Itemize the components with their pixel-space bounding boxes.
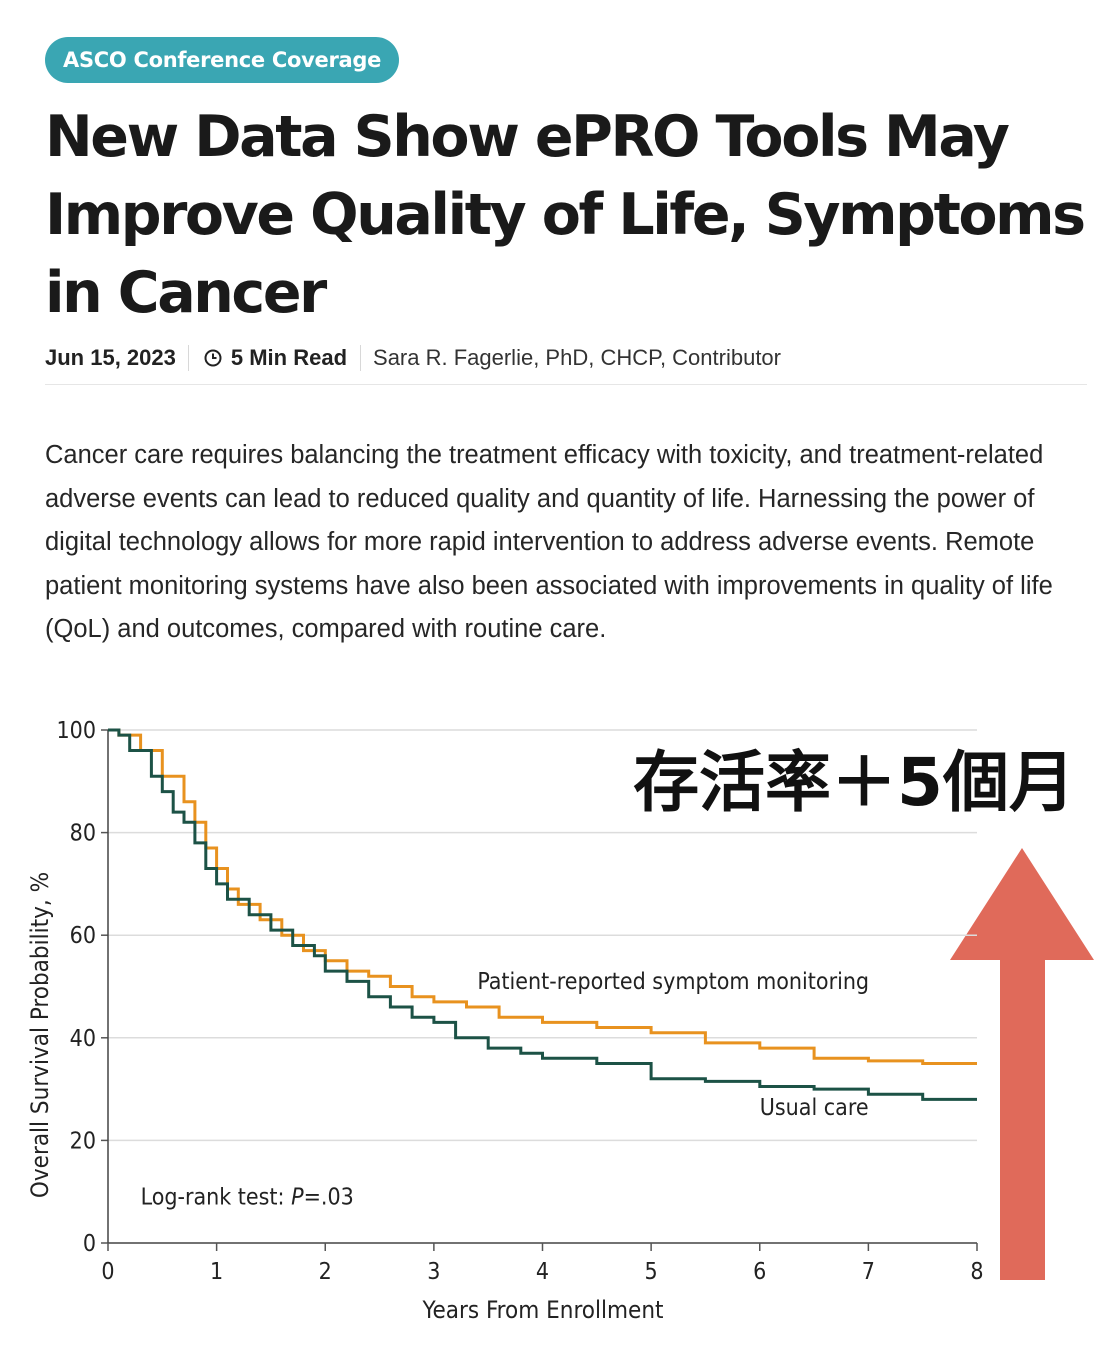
log-rank-annotation: Log-rank test: P=.03 <box>141 1185 354 1211</box>
chart-overlay-text: 存活率＋5個月 <box>633 744 1075 821</box>
x-axis-title: Years From Enrollment <box>422 1296 664 1324</box>
x-tick-label-3: 3 <box>427 1259 440 1285</box>
series-label-symptom-monitoring: Patient-reported symptom monitoring <box>477 969 869 995</box>
x-tick-label-4: 4 <box>536 1259 549 1285</box>
read-time: 5 Min Read <box>189 345 362 371</box>
y-tick-label-100: 100 <box>57 718 97 744</box>
read-time-label: 5 Min Read <box>230 345 348 370</box>
y-axis-title: Overall Survival Probability, % <box>26 872 54 1198</box>
article-meta: Jun 15, 2023 5 Min Read Sara R. Fagerlie… <box>45 338 1085 378</box>
clock-icon <box>204 349 222 367</box>
x-tick-label-0: 0 <box>101 1259 114 1285</box>
article-intro: Cancer care requires balancing the treat… <box>45 441 1053 644</box>
author-byline[interactable]: Sara R. Fagerlie, PhD, CHCP, Contributor <box>373 345 781 370</box>
x-tick-label-8: 8 <box>970 1259 983 1285</box>
series-line-symptom-monitoring <box>108 728 977 1065</box>
y-tick-label-60: 60 <box>70 923 96 949</box>
x-tick-label-6: 6 <box>753 1259 766 1285</box>
article-headline: New Data Show ePRO Tools May Improve Qua… <box>45 104 1086 326</box>
y-tick-label-20: 20 <box>70 1128 96 1154</box>
up-arrow-icon <box>950 848 1094 1280</box>
x-tick-label-7: 7 <box>862 1259 875 1285</box>
series-line-usual-care <box>108 728 977 1101</box>
series-label-usual-care: Usual care <box>760 1095 869 1121</box>
y-tick-label-80: 80 <box>70 821 96 847</box>
x-tick-label-5: 5 <box>645 1259 658 1285</box>
meta-divider <box>45 384 1087 385</box>
publish-date: Jun 15, 2023 <box>45 345 189 371</box>
x-tick-label-1: 1 <box>210 1259 223 1285</box>
x-tick-label-2: 2 <box>319 1259 332 1285</box>
category-badge[interactable]: ASCO Conference Coverage <box>45 37 400 83</box>
survival-chart: 存活率＋5個月 Overall Survival Probability, % … <box>26 718 1094 1324</box>
y-tick-label-0: 0 <box>83 1231 96 1257</box>
y-tick-label-40: 40 <box>70 1026 96 1052</box>
